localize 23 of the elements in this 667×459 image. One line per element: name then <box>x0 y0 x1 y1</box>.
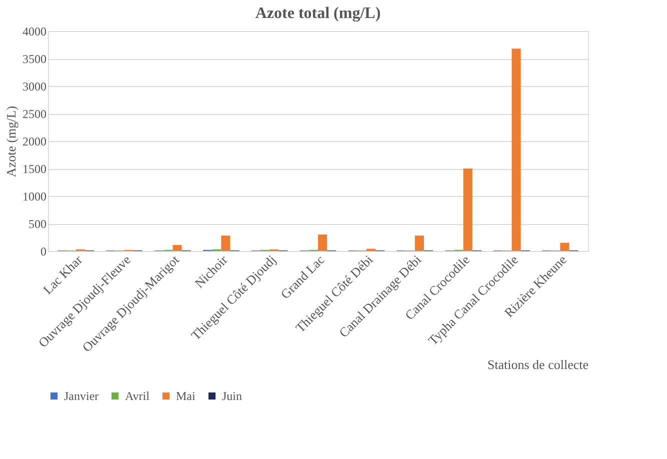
bar <box>414 236 424 251</box>
y-tick-label: 4000 <box>22 24 46 38</box>
y-tick-label: 2500 <box>22 107 46 121</box>
x-axis-title: Stations de collecte <box>487 356 589 372</box>
legend-label: Avril <box>125 389 150 403</box>
bar <box>318 234 328 251</box>
y-tick-label: 500 <box>28 217 46 231</box>
y-tick-label: 1000 <box>22 190 46 204</box>
y-tick-label: 2000 <box>22 134 46 148</box>
bar <box>560 242 570 251</box>
y-tick-label: 3000 <box>22 80 46 94</box>
bar <box>172 244 182 251</box>
bar <box>463 168 472 251</box>
legend-label: Mai <box>176 389 196 403</box>
y-tick-label: 3500 <box>22 52 46 66</box>
legend-label: Janvier <box>64 389 99 403</box>
chart-title: Azote total (mg/L) <box>255 5 381 22</box>
y-tick-label: 0 <box>40 244 46 258</box>
y-tick-label: 1500 <box>22 162 46 176</box>
legend-label: Juin <box>222 389 242 403</box>
bar <box>512 48 521 251</box>
y-axis-title: Azote (mg/L) <box>4 106 18 178</box>
bar <box>221 236 230 251</box>
